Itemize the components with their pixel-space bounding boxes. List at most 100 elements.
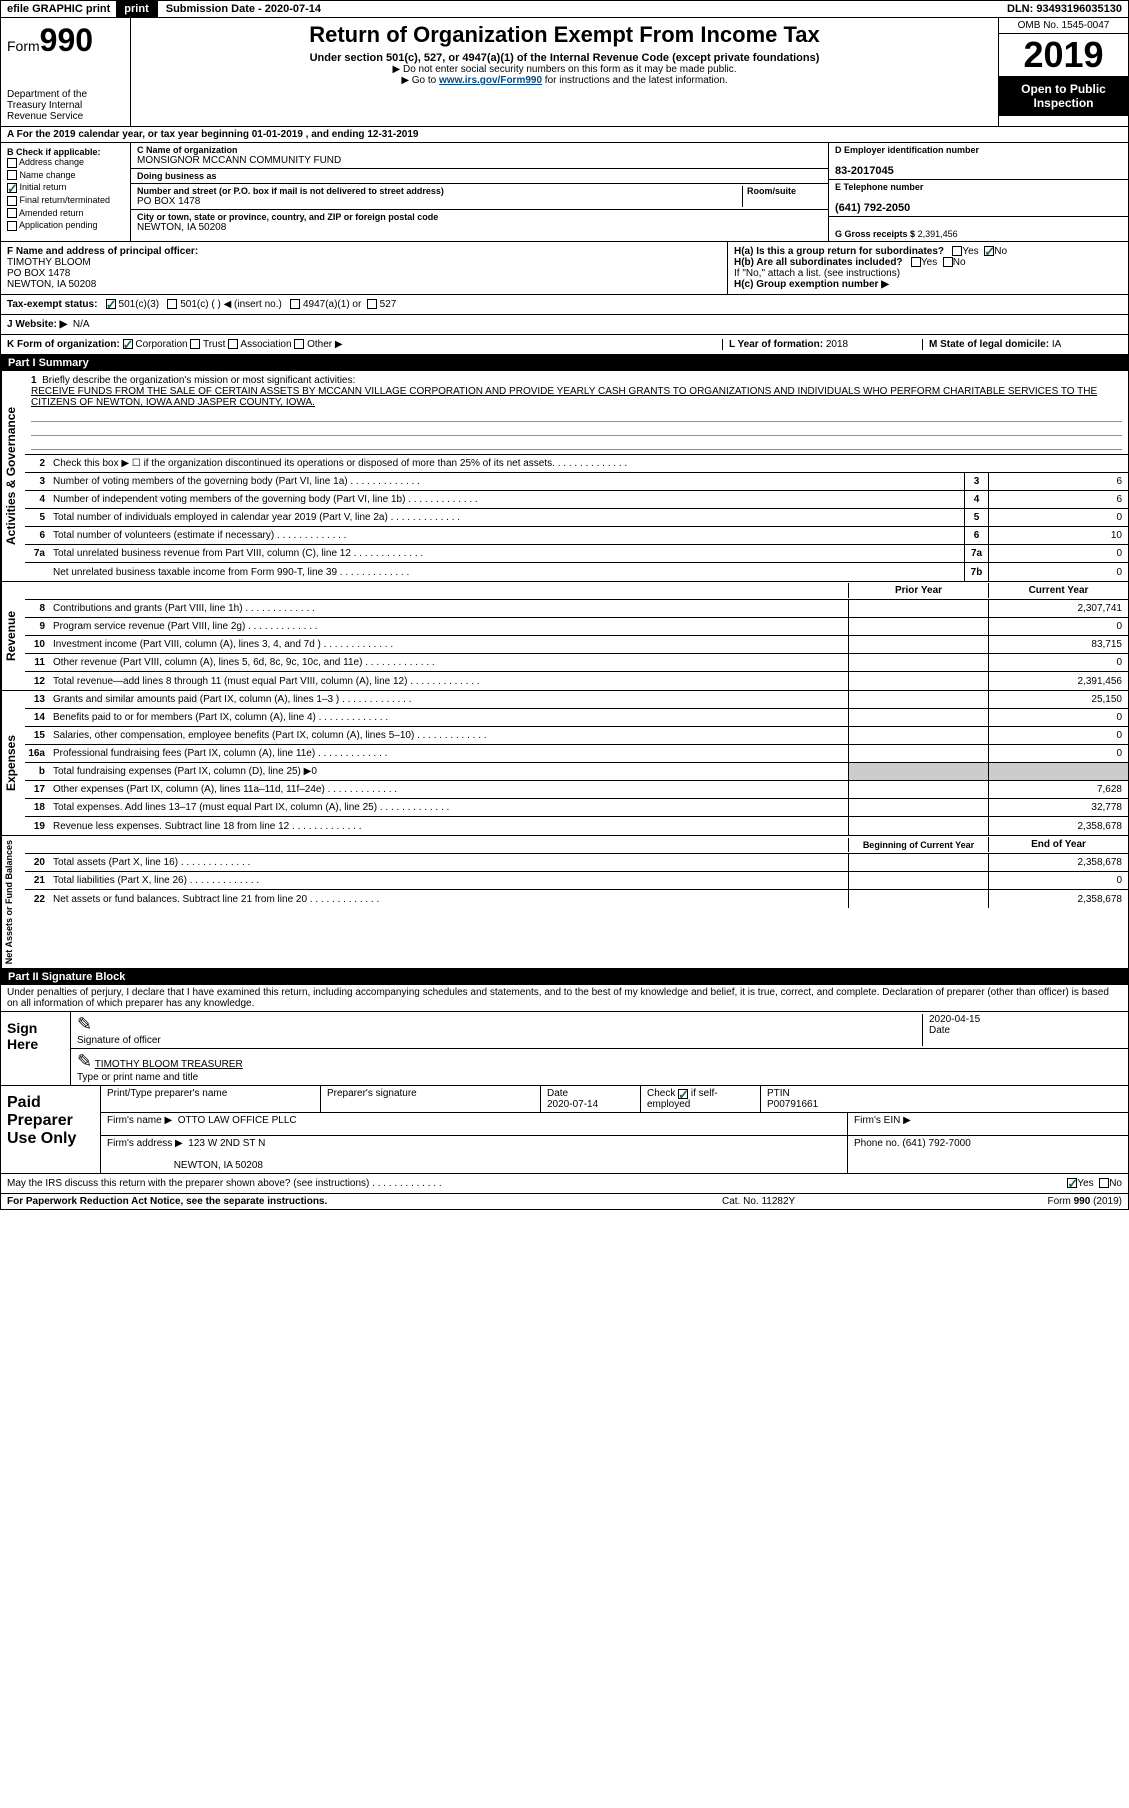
col-b-checkbox[interactable] — [7, 221, 17, 231]
prior-val — [848, 763, 988, 780]
line-desc: Total fundraising expenses (Part IX, col… — [49, 764, 848, 779]
gov-line: 3 Number of voting members of the govern… — [25, 473, 1128, 491]
ha-label: H(a) Is this a group return for subordin… — [734, 246, 944, 257]
paid-preparer-section: Paid Preparer Use Only Print/Type prepar… — [0, 1086, 1129, 1174]
org-name: MONSIGNOR MCCANN COMMUNITY FUND — [137, 155, 341, 166]
sig-label: Signature of officer — [77, 1035, 161, 1046]
form-org-checkbox[interactable] — [190, 339, 200, 349]
line-num: 11 — [25, 657, 49, 668]
form-title: Return of Organization Exempt From Incom… — [139, 22, 990, 48]
col-b-checkbox[interactable] — [7, 170, 17, 180]
line-val: 6 — [988, 491, 1128, 508]
rev-line: 9 Program service revenue (Part VIII, li… — [25, 618, 1128, 636]
addr: PO BOX 1478 — [137, 196, 200, 207]
hb-no-checkbox[interactable] — [943, 257, 953, 267]
exp-line: 19 Revenue less expenses. Subtract line … — [25, 817, 1128, 835]
form-org-checkbox[interactable] — [294, 339, 304, 349]
dba-row: Doing business as — [131, 169, 828, 184]
line-num: 6 — [25, 530, 49, 541]
gov-line: 2 Check this box ▶ ☐ if the organization… — [25, 455, 1128, 473]
opt-527: 527 — [380, 299, 397, 310]
line-desc: Net unrelated business taxable income fr… — [49, 565, 964, 580]
sign-here-label: Sign Here — [1, 1012, 71, 1085]
ha-yes-checkbox[interactable] — [952, 246, 962, 256]
sub3-suffix: for instructions and the latest informat… — [542, 75, 728, 86]
topbar: efile GRAPHIC print print Submission Dat… — [0, 0, 1129, 18]
state-domicile: M State of legal domicile: IA — [922, 339, 1122, 350]
h-block: H(a) Is this a group return for subordin… — [728, 242, 1128, 294]
irs-link[interactable]: www.irs.gov/Form990 — [439, 75, 542, 86]
cat-no: Cat. No. 11282Y — [722, 1196, 922, 1207]
sig-officer-line: ✎ Signature of officer 2020-04-15 Date — [71, 1012, 1128, 1049]
blueline — [31, 408, 1122, 422]
rev-line: 8 Contributions and grants (Part VIII, l… — [25, 600, 1128, 618]
prior-val — [848, 781, 988, 798]
line-desc: Check this box ▶ ☐ if the organization d… — [49, 456, 1128, 471]
prep-sig: Preparer's signature — [321, 1086, 541, 1112]
501c3-checkbox[interactable] — [106, 299, 116, 309]
exp-line: 15 Salaries, other compensation, employe… — [25, 727, 1128, 745]
net-line: 21 Total liabilities (Part X, line 26) 0 — [25, 872, 1128, 890]
line-num: 2 — [25, 458, 49, 469]
self-emp-checkbox[interactable] — [678, 1089, 688, 1099]
net-line: 20 Total assets (Part X, line 16) 2,358,… — [25, 854, 1128, 872]
exp-line: 18 Total expenses. Add lines 13–17 (must… — [25, 799, 1128, 817]
form-num: 990 — [1074, 1196, 1091, 1207]
4947-checkbox[interactable] — [290, 299, 300, 309]
governance-section: Activities & Governance 1 Briefly descri… — [0, 371, 1129, 582]
department: Department of the Treasury Internal Reve… — [7, 89, 124, 122]
curr-val: 0 — [988, 618, 1128, 635]
ha-no-checkbox[interactable] — [984, 246, 994, 256]
line-val: 6 — [988, 473, 1128, 490]
col-b-checkbox[interactable] — [7, 158, 17, 168]
ptin-label: PTIN — [767, 1088, 790, 1099]
year-form-label: L Year of formation: — [729, 339, 823, 350]
discuss-text: May the IRS discuss this return with the… — [7, 1178, 1067, 1189]
firm-name-label: Firm's name ▶ — [107, 1115, 172, 1126]
ha-row: H(a) Is this a group return for subordin… — [734, 246, 1122, 257]
briefly-num: 1 — [31, 375, 37, 386]
hb-yes-checkbox[interactable] — [911, 257, 921, 267]
sig-date-label: Date — [929, 1025, 950, 1036]
line-num: 8 — [25, 603, 49, 614]
paid-line-2: Firm's name ▶ OTTO LAW OFFICE PLLC Firm'… — [101, 1113, 1128, 1136]
discuss-no-checkbox[interactable] — [1099, 1178, 1109, 1188]
discuss-yes-checkbox[interactable] — [1067, 1178, 1077, 1188]
section-b-f: B Check if applicable: Address change Na… — [0, 143, 1129, 242]
501c-checkbox[interactable] — [167, 299, 177, 309]
paid-body: Print/Type preparer's name Preparer's si… — [101, 1086, 1128, 1173]
hb-row: H(b) Are all subordinates included? Yes … — [734, 257, 1122, 268]
curr-val: 2,391,456 — [988, 672, 1128, 690]
officer-block: F Name and address of principal officer:… — [1, 242, 728, 294]
col-b-checkbox[interactable] — [7, 196, 17, 206]
col-b-checkbox[interactable] — [7, 183, 17, 193]
opt-501c3: 501(c)(3) — [119, 299, 160, 310]
527-checkbox[interactable] — [367, 299, 377, 309]
line-num: 3 — [25, 476, 49, 487]
sig-name: ✎ TIMOTHY BLOOM TREASURER Type or print … — [77, 1051, 1122, 1083]
header-right: OMB No. 1545-0047 2019 Open to Public In… — [998, 18, 1128, 126]
exp-line: 14 Benefits paid to or for members (Part… — [25, 709, 1128, 727]
sig-date-val: 2020-04-15 — [929, 1014, 980, 1025]
sig-name-label: Type or print name and title — [77, 1072, 198, 1083]
prior-val — [848, 709, 988, 726]
dln: DLN: 93493196035130 — [1001, 1, 1128, 17]
line-num: 4 — [25, 494, 49, 505]
line-num: 5 — [25, 512, 49, 523]
year-formation: L Year of formation: 2018 — [722, 339, 922, 350]
form-org-checkbox[interactable] — [123, 339, 133, 349]
rev-line: 12 Total revenue—add lines 8 through 11 … — [25, 672, 1128, 690]
part1-title: Part I Summary — [8, 357, 89, 369]
line-desc: Grants and similar amounts paid (Part IX… — [49, 692, 848, 707]
rev-line: 11 Other revenue (Part VIII, column (A),… — [25, 654, 1128, 672]
line-num: 9 — [25, 621, 49, 632]
briefly-block: 1 Briefly describe the organization's mi… — [25, 371, 1128, 455]
print-button[interactable]: print — [116, 1, 156, 17]
curr-val: 7,628 — [988, 781, 1128, 798]
gov-line: 7a Total unrelated business revenue from… — [25, 545, 1128, 563]
part2-header: Part II Signature Block — [0, 969, 1129, 985]
form-number: Form990 — [7, 22, 124, 59]
form-org-checkbox[interactable] — [228, 339, 238, 349]
col-b-checkbox[interactable] — [7, 208, 17, 218]
gov-line: 4 Number of independent voting members o… — [25, 491, 1128, 509]
